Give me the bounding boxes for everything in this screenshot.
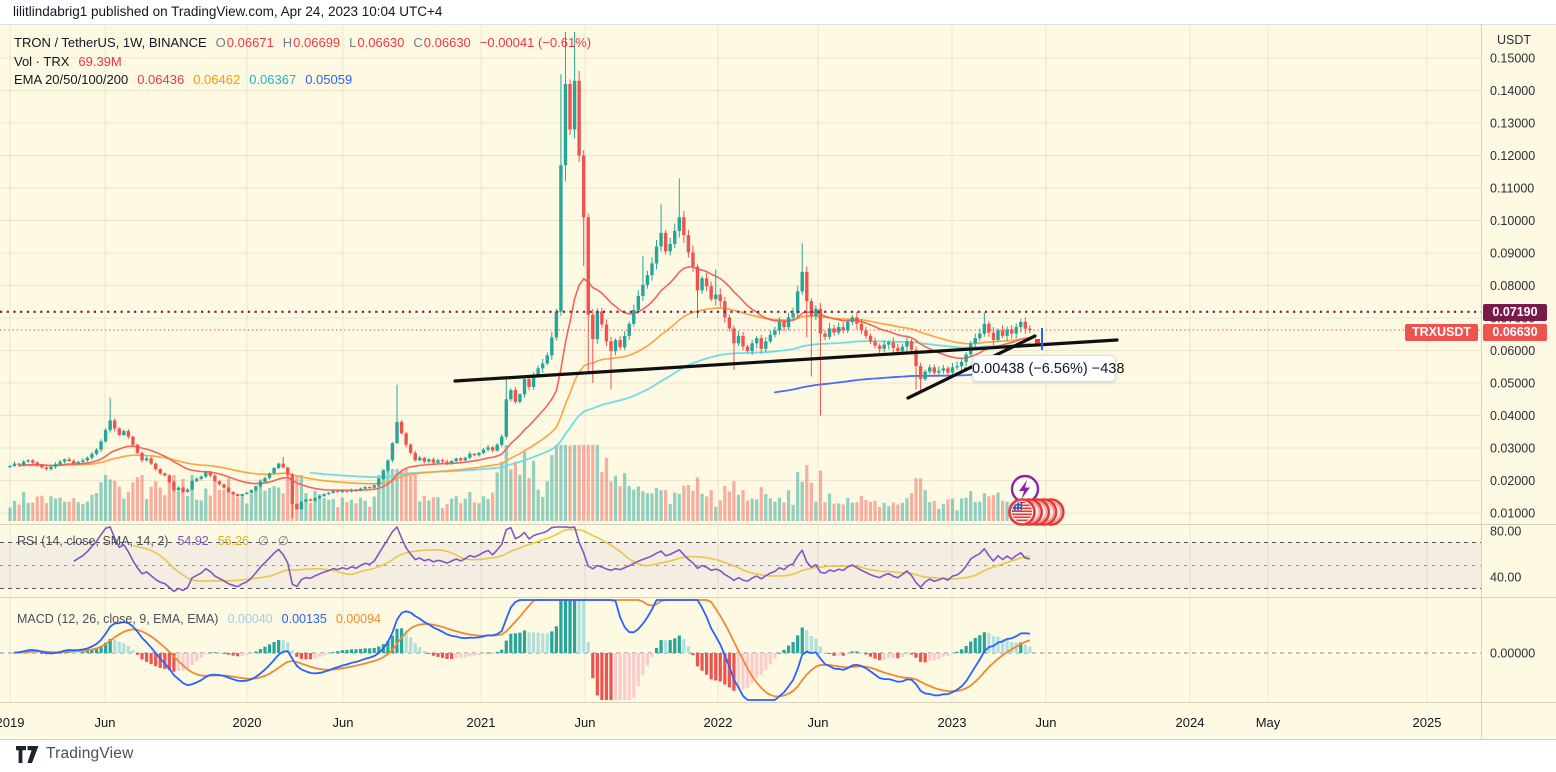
last-price-badge: 0.06630: [1483, 324, 1547, 341]
price-tick-label: 0.10000: [1490, 214, 1535, 228]
price-axis[interactable]: USDT 0.15000 0.14000 0.13000 0.12000 0.11000 0…: [1490, 33, 1535, 661]
low-value: 0.06630: [357, 35, 405, 50]
time-tick-label: 2020: [233, 715, 262, 730]
time-tick-label: 2019: [0, 715, 24, 730]
time-tick-label: 2022: [704, 715, 733, 730]
price-tick-label: 0.12000: [1490, 149, 1535, 163]
chart-background: [0, 24, 1556, 739]
tradingview-logo-text: TradingView: [46, 745, 134, 762]
volume-bars: [8, 445, 1032, 521]
price-axis-currency: USDT: [1497, 33, 1531, 47]
price-tick-label: 0.14000: [1490, 84, 1535, 98]
rsi-label: RSI (14, close, SMA, 14, 2): [17, 533, 169, 548]
drawing-anchor-dot[interactable]: [1035, 339, 1040, 344]
volume-label: Vol · TRX: [14, 54, 70, 69]
header-strip: [0, 0, 1556, 24]
open-value: 0.06671: [226, 35, 274, 50]
candles: [8, 32, 1032, 518]
gridlines: [0, 26, 1481, 702]
price-tick-label: 0.06000: [1490, 344, 1535, 358]
time-tick-label: Jun: [575, 715, 596, 730]
change-tooltip: −0.00438 (−6.56%) −438: [964, 355, 1124, 382]
trendline-drawing-2[interactable]: [906, 334, 1037, 400]
ema-label: EMA 20/50/100/200: [14, 72, 129, 87]
ema20-value: 0.06436: [137, 72, 185, 87]
footer-strip: [0, 740, 1556, 772]
symbol-price-label: TRXUSDT: [1404, 324, 1478, 341]
time-tick-label: 2023: [938, 715, 967, 730]
price-tick-label: 0.15000: [1490, 52, 1535, 66]
rsi-sma-value: 56.26: [217, 533, 250, 548]
macd-legend-row[interactable]: MACD (12, 26, close, 9, EMA, EMA) 0.0004…: [17, 612, 381, 626]
lightning-sticker[interactable]: [1010, 474, 1040, 504]
price-tick-label: 0.05000: [1490, 377, 1535, 391]
time-axis[interactable]: 2019 Jun 2020 Jun 2021 Jun 2022 Jun 2023 Jun 2024 M…: [0, 715, 1441, 730]
price-tick-label: 0.02000: [1490, 474, 1535, 488]
time-tick-label: Jun: [1036, 715, 1057, 730]
attribution-text: lilitlindabrig1 published on TradingView…: [13, 4, 443, 19]
macd-pane: [12, 599, 1032, 701]
price-tick-label: 0.13000: [1490, 117, 1535, 131]
us-flag-coin-face: [1011, 501, 1033, 522]
close-label: C: [413, 35, 423, 50]
high-label: H: [282, 35, 293, 50]
rsi-lines: [73, 526, 1031, 593]
price-tick-label: 0.08000: [1490, 279, 1535, 293]
rsi-tick-label: 40.00: [1490, 571, 1521, 585]
price-tick-label: 0.03000: [1490, 442, 1535, 456]
close-value: 0.06630: [423, 35, 471, 50]
ema50-value: 0.06462: [193, 72, 241, 87]
tradingview-logo[interactable]: TradingView: [16, 745, 134, 763]
price-tick-label: 0.09000: [1490, 247, 1535, 261]
volume-value: 69.39M: [78, 54, 122, 69]
flag-coins-sticker[interactable]: [1008, 498, 1065, 526]
price-tick-label: 0.04000: [1490, 409, 1535, 423]
macd-label: MACD (12, 26, close, 9, EMA, EMA): [17, 612, 219, 626]
low-label: L: [349, 35, 357, 50]
macd-hist-value: 0.00040: [227, 612, 273, 626]
macd-tick-label: 0.00000: [1490, 647, 1535, 661]
rsi-value: 54.92: [177, 533, 209, 548]
high-value: 0.06699: [293, 35, 341, 50]
volume-legend-row[interactable]: Vol · TRX 69.39M: [14, 54, 122, 69]
time-tick-label: 2025: [1413, 715, 1442, 730]
time-tick-label: 2021: [467, 715, 496, 730]
open-label: O: [215, 35, 226, 50]
trendline-drawing-1[interactable]: [453, 338, 1119, 383]
ema200-value: 0.05059: [305, 72, 353, 87]
ema100-value: 0.06367: [249, 72, 297, 87]
symbol-title: TRON / TetherUS, 1W, BINANCE: [14, 35, 207, 50]
change-tooltip-text: −0.00438 (−6.56%) −438: [963, 360, 1125, 377]
rsi-legend-row[interactable]: RSI (14, close, SMA, 14, 2) 54.92 56.26 …: [17, 533, 289, 549]
time-tick-label: May: [1256, 715, 1281, 730]
time-tick-label: Jun: [333, 715, 354, 730]
ema-legend-row[interactable]: EMA 20/50/100/200 0.06436 0.06462 0.0636…: [14, 72, 352, 87]
change-value: −0.00041 (−0.61%): [479, 35, 592, 50]
price-tick-label: 0.01000: [1490, 507, 1535, 521]
rsi-divergence-2: ∅: [277, 534, 289, 548]
price-tick-label: 0.11000: [1490, 182, 1534, 196]
time-tick-label: Jun: [808, 715, 829, 730]
tradingview-logo-icon: [16, 745, 39, 763]
price-level-badge-high: 0.07190: [1483, 304, 1547, 321]
rsi-divergence-1: ∅: [258, 534, 269, 548]
rsi-tick-label: 80.00: [1490, 525, 1521, 539]
time-tick-label: 2024: [1176, 715, 1205, 730]
macd-line-value: 0.00135: [281, 612, 327, 626]
time-tick-label: Jun: [95, 715, 116, 730]
macd-signal-value: 0.00094: [335, 612, 382, 626]
